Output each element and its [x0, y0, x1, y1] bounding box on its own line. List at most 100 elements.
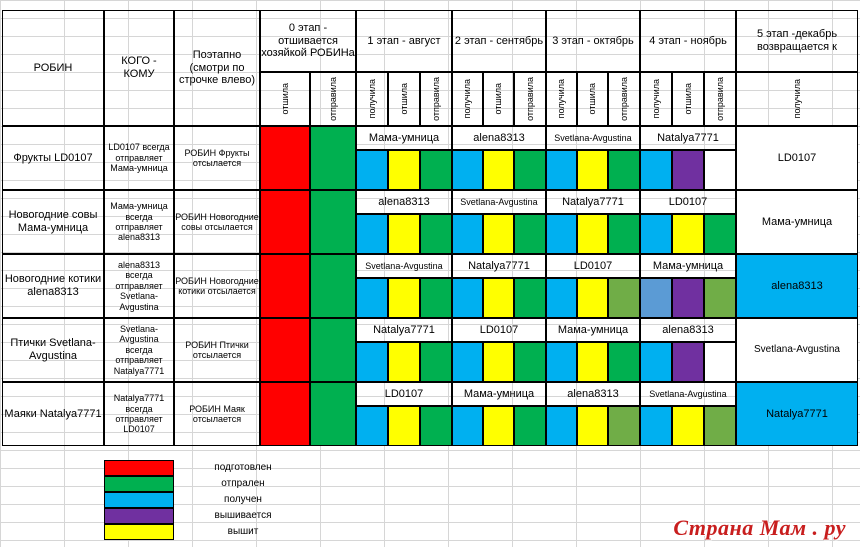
row-note: РОБИН Птички отсылается — [174, 318, 260, 382]
status-cell-ltblue — [640, 278, 672, 318]
sub-stage4-2: отправила — [704, 72, 736, 126]
row-stage0-red — [260, 190, 310, 254]
status-cell-yellow — [388, 406, 420, 446]
header-stage5-text: 5 этап -декабрь возвращается к — [756, 28, 838, 53]
header-stage4: 4 этап - ноябрь — [640, 10, 736, 72]
status-cell-green — [514, 278, 546, 318]
row-returns-to-text: LD0107 — [777, 151, 817, 164]
row-returns-to: Мама-умница — [736, 190, 858, 254]
header-robin-text: РОБИН — [33, 61, 73, 74]
status-cell-blue — [640, 342, 672, 382]
legend-label: отпрален — [221, 478, 265, 489]
row-participant-name-text: Natalya7771 — [657, 131, 719, 144]
header-stage2: 2 этап - сентябрь — [452, 10, 546, 72]
header-stage0: 0 этап - отшивается хозяйкой РОБИНа — [260, 10, 356, 72]
sub-stage4-0: получила — [640, 72, 672, 126]
header-stage2-text: 2 этап - сентябрь — [454, 34, 544, 47]
sub-stage1-1-text: отшила — [398, 83, 409, 115]
status-cell-blue — [452, 406, 483, 446]
row-returns-to: Natalya7771 — [736, 382, 858, 446]
sub-stage2-1-text: отшила — [493, 83, 504, 115]
sub-stage1-1: отшила — [388, 72, 420, 126]
row-returns-to-text: Natalya7771 — [766, 407, 828, 420]
row-participant-name-text: Svetlana-Avgustina — [649, 388, 727, 399]
status-cell-purple — [672, 278, 704, 318]
status-cell-purple — [672, 342, 704, 382]
status-cell-yellow — [577, 214, 608, 254]
status-cell-olive — [608, 406, 640, 446]
row-participant-name: Natalya7771 — [452, 254, 546, 278]
status-cell-green — [420, 214, 452, 254]
status-cell-yellow — [577, 150, 608, 190]
status-cell-blue — [546, 150, 577, 190]
row-participant-name: Natalya7771 — [546, 190, 640, 214]
status-cell-blue — [546, 406, 577, 446]
status-cell-blue — [452, 150, 483, 190]
row-participant-name-text: Natalya7771 — [468, 259, 530, 272]
row-stage0-red — [260, 126, 310, 190]
row-stage0-green — [310, 382, 356, 446]
row-kogo: Мама-умница всегда отправляет alena8313 — [104, 190, 174, 254]
status-cell-blue — [546, 278, 577, 318]
sub-stage3-2-text: отправила — [618, 77, 629, 121]
row-participant-name: Мама-умница — [640, 254, 736, 278]
row-stage0-red — [260, 382, 310, 446]
row-participant-name-text: LD0107 — [573, 259, 613, 272]
row-stage0-green — [310, 126, 356, 190]
status-cell-blue — [356, 342, 388, 382]
row-kogo-text: Мама-умница всегда отправляет alena8313 — [110, 201, 168, 243]
row-participant-name: Natalya7771 — [640, 126, 736, 150]
status-cell-yellow — [577, 406, 608, 446]
status-cell-yellow — [483, 406, 514, 446]
row-robin: Новогодние котики alena8313 — [2, 254, 104, 318]
row-participant-name: alena8313 — [356, 190, 452, 214]
sub-stage1-0: получила — [356, 72, 388, 126]
row-participant-name-text: Natalya7771 — [562, 195, 624, 208]
sub-stage5-poluchila: получила — [736, 72, 858, 126]
row-participant-name-text: LD0107 — [668, 195, 708, 208]
row-note-text: РОБИН Новогодние совы отсылается — [175, 211, 259, 232]
row-robin: Фрукты LD0107 — [2, 126, 104, 190]
header-kogo-text: КОГО - КОМУ — [121, 55, 157, 80]
legend-label: вышивается — [214, 510, 272, 521]
status-cell-blue — [356, 214, 388, 254]
row-participant-name-text: Svetlana-Avgustina — [460, 196, 538, 207]
status-cell-purple — [672, 150, 704, 190]
row-note: РОБИН Маяк отсылается — [174, 382, 260, 446]
row-note: РОБИН Новогодние совы отсылается — [174, 190, 260, 254]
legend-label: подготовлен — [214, 462, 272, 473]
header-poetapno: Поэтапно (смотри по строчке влево) — [174, 10, 260, 126]
row-stage0-red — [260, 318, 310, 382]
sub-otshila-text: отшила — [279, 83, 290, 115]
status-cell-yellow — [483, 150, 514, 190]
row-returns-to-text: Мама-умница — [761, 215, 833, 228]
row-participant-name-text: alena8313 — [567, 387, 619, 400]
status-cell-green — [514, 214, 546, 254]
row-participant-name-text: Svetlana-Avgustina — [554, 132, 632, 143]
row-participant-name-text: Мама-умница — [368, 131, 440, 144]
sub-stage4-2-text: отправила — [714, 77, 725, 121]
status-cell-blue — [640, 406, 672, 446]
row-note-text: РОБИН Птички отсылается — [185, 339, 249, 360]
sub-otpravila: отправила — [310, 72, 356, 126]
sub-stage5-poluchila-text: получила — [791, 79, 802, 119]
status-cell-green — [514, 150, 546, 190]
status-cell-blue — [546, 214, 577, 254]
row-participant-name-text: LD0107 — [479, 323, 519, 336]
status-cell-green — [608, 150, 640, 190]
status-cell-yellow — [388, 150, 420, 190]
row-robin-text: Новогодние совы Мама-умница — [8, 209, 98, 234]
row-returns-to: Svetlana-Avgustina — [736, 318, 858, 382]
status-cell-yellow — [483, 342, 514, 382]
sub-stage2-0: получила — [452, 72, 483, 126]
legend-label: получен — [224, 494, 262, 505]
status-cell-white — [704, 150, 736, 190]
sub-stage1-0-text: получила — [366, 79, 377, 119]
sub-stage1-2-text: отправила — [430, 77, 441, 121]
row-participant-name: LD0107 — [356, 382, 452, 406]
header-kogo: КОГО - КОМУ — [104, 10, 174, 126]
status-cell-yellow — [577, 342, 608, 382]
status-cell-blue — [640, 150, 672, 190]
status-cell-blue — [546, 342, 577, 382]
row-robin: Новогодние совы Мама-умница — [2, 190, 104, 254]
